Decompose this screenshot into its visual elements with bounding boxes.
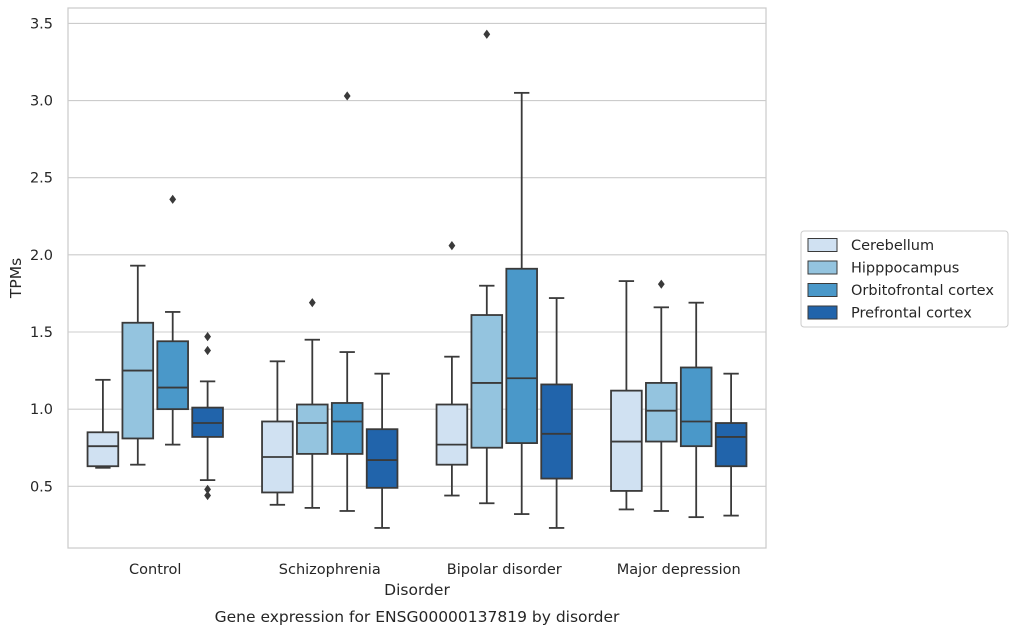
iqr-box xyxy=(330,402,364,455)
y-tick-label: 1.5 xyxy=(30,325,53,341)
box-2-4 xyxy=(645,279,678,512)
y-tick-label: 1.0 xyxy=(30,402,53,418)
outlier-point xyxy=(448,241,456,251)
iqr-box xyxy=(296,403,329,455)
y-tick-label: 3.0 xyxy=(30,94,53,110)
iqr-box xyxy=(470,314,504,449)
iqr-box xyxy=(679,366,713,448)
outlier-point xyxy=(343,91,351,101)
box-4-4 xyxy=(714,372,748,517)
legend-swatch xyxy=(807,283,838,297)
outlier-point xyxy=(657,279,665,289)
legend-label: Hipppocampus xyxy=(851,261,959,277)
box-2-1 xyxy=(121,264,155,466)
x-tick-label: Control xyxy=(129,562,181,578)
x-tick-label: Major depression xyxy=(617,562,741,578)
outlier-point xyxy=(169,194,177,204)
iqr-box xyxy=(505,267,538,444)
iqr-box xyxy=(435,403,469,466)
outlier-point xyxy=(308,298,316,308)
y-axis-label: TPMs xyxy=(7,258,25,299)
legend-label: Prefrontal cortex xyxy=(851,306,972,322)
x-tick-label: Schizophrenia xyxy=(279,562,381,578)
box-1-4 xyxy=(610,280,643,511)
y-tick-labels: 0.5 1.0 1.5 2.0 2.5 3.0 3.5 xyxy=(30,16,53,495)
y-tick-label: 2.5 xyxy=(30,171,53,187)
box-4-3 xyxy=(540,297,573,529)
legend: Cerebellum Hipppocampus Orbitofrontal cort… xyxy=(800,230,1009,328)
outlier-point xyxy=(204,345,211,356)
box-1-3 xyxy=(435,241,469,497)
legend-label: Orbitofrontal cortex xyxy=(851,283,994,299)
iqr-box xyxy=(156,340,189,411)
x-tick-labels: Control Schizophrenia Bipolar disorder Majo… xyxy=(129,562,741,578)
box-3-1 xyxy=(156,194,189,446)
iqr-box xyxy=(714,422,748,468)
box-3-4 xyxy=(679,301,713,519)
box-4-1 xyxy=(191,332,224,501)
legend-swatch xyxy=(807,260,838,275)
box-2-3 xyxy=(470,29,504,505)
box-3-3 xyxy=(505,91,538,515)
legend-frame xyxy=(800,230,1009,328)
iqr-box xyxy=(365,428,399,489)
iqr-box xyxy=(540,383,573,480)
y-tick-label: 3.5 xyxy=(30,16,53,32)
outlier-point xyxy=(204,490,211,501)
box-2-2 xyxy=(296,298,329,509)
iqr-box xyxy=(645,382,678,443)
outlier-point xyxy=(483,29,491,39)
boxes xyxy=(86,29,748,529)
outlier-point xyxy=(204,332,211,342)
x-tick-label: Bipolar disorder xyxy=(447,562,562,578)
outlier-point xyxy=(204,484,211,494)
box-1-1 xyxy=(86,378,120,469)
y-tick-label: 2.0 xyxy=(30,248,53,264)
iqr-box xyxy=(86,431,120,468)
y-tick-label: 0.5 xyxy=(30,479,53,495)
chart-caption: Gene expression for ENSG00000137819 by d… xyxy=(215,608,620,626)
box-1-2 xyxy=(261,360,294,506)
legend-swatch xyxy=(807,238,838,252)
box-3-2 xyxy=(330,91,364,512)
box-4-2 xyxy=(365,372,399,529)
x-axis-label: Disorder xyxy=(384,581,450,599)
plot-area-frame xyxy=(67,7,767,549)
iqr-box xyxy=(121,321,155,440)
legend-swatch xyxy=(807,305,838,320)
legend-label: Cerebellum xyxy=(851,238,934,254)
